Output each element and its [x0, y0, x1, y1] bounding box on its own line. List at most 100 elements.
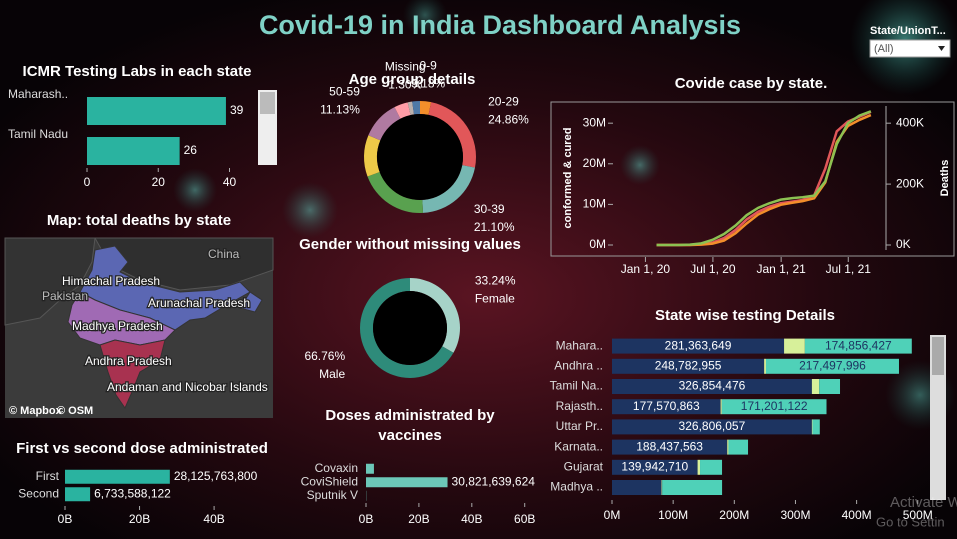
map-label: Pakistan [42, 289, 88, 303]
bar-segment [721, 399, 827, 415]
x-tick-label: 40B [203, 512, 224, 526]
y2-tick-label: 200K [896, 176, 924, 190]
bar-segment [612, 459, 698, 475]
bar-segment [612, 419, 812, 435]
bar-segment [700, 459, 723, 475]
chart-frame [550, 101, 955, 257]
chart-title: Covide case by state. [675, 75, 828, 92]
data-label: 28,125,763,800 [174, 469, 258, 483]
data-label: 177,570,863 [633, 399, 700, 413]
y-tick-label: Tamil Na.. [550, 379, 603, 393]
x-tick-label: 500M [903, 508, 933, 522]
chart-title: First vs second dose administrated [16, 440, 268, 457]
chart-title: ICMR Testing Labs in each state [23, 63, 252, 80]
data-label: 171,201,122 [741, 399, 808, 413]
bar-segment [784, 338, 805, 354]
bar-segment [612, 379, 812, 394]
bar-segment [612, 338, 785, 354]
slice-label: 0-9 [420, 59, 438, 73]
slice-label: 21.10% [474, 220, 515, 234]
map-credit: © OSM [57, 405, 93, 417]
bar-segment [661, 480, 663, 495]
decoration [620, 145, 660, 185]
y-tick-label: 30M [583, 115, 606, 129]
slice-label: 50-59 [329, 84, 360, 98]
x-tick-label: Jul 1, 20 [690, 262, 736, 276]
y-tick-label: CoviShield [301, 474, 358, 488]
slice-label: 3.18% [411, 77, 445, 91]
pie-slice [428, 102, 476, 168]
x-tick-label: 40 [223, 175, 237, 189]
bar-segment [804, 338, 912, 354]
x-tick-label: 400M [842, 508, 872, 522]
filter-value: (All) [874, 43, 894, 55]
chart-title: State wise testing Details [655, 307, 835, 324]
watermark: Activate W [890, 494, 957, 511]
x-tick-label: 20 [152, 175, 166, 189]
map-region [4, 237, 96, 326]
map-label: Andaman and Nicobar Islands [107, 380, 268, 394]
y-tick-label: 0M [589, 237, 606, 251]
slice-label: 66.76% [304, 349, 345, 363]
data-label: 217,497,996 [799, 358, 866, 372]
filter-dropdown[interactable] [869, 39, 951, 58]
bar-segment [765, 358, 899, 374]
x-tick-label: 40B [461, 512, 482, 526]
bar [366, 463, 374, 474]
slice-label: Missing [385, 60, 426, 74]
map-label: China [208, 247, 240, 261]
slice-label: 33.24% [475, 273, 516, 287]
bar [87, 137, 180, 165]
y-tick-label: Sputnik V [307, 488, 358, 502]
scrollbar[interactable] [930, 335, 946, 500]
bar-segment [612, 439, 728, 455]
map-label: Andhra Pradesh [85, 354, 172, 368]
y-tick-label: Maharash.. [8, 87, 68, 101]
y-tick-label: Gujarat [564, 459, 604, 473]
data-label: 30,821,639,624 [452, 474, 536, 488]
x-tick-label: 200M [719, 508, 749, 522]
x-tick-label: 20B [129, 512, 150, 526]
dropdown-arrow [938, 46, 945, 51]
decoration [282, 182, 338, 238]
map-title: Map: total deaths by state [47, 212, 231, 229]
y-tick-label: Madhya .. [550, 480, 603, 494]
line-series [656, 110, 872, 247]
bar-segment [819, 379, 841, 394]
decoration [403, 0, 447, 37]
pie-slice [364, 135, 381, 177]
y-tick-label: Uttar Pr.. [556, 419, 603, 433]
y-axis-label: conformed & cured [562, 128, 574, 229]
y-tick-label: First [36, 469, 60, 483]
donut-hole [373, 291, 447, 365]
x-tick-label: 20B [408, 512, 429, 526]
x-tick-label: Jan 1, 20 [621, 262, 671, 276]
y-tick-label: Mahara.. [556, 338, 603, 352]
scrollbar-thumb[interactable] [260, 92, 275, 114]
chart-title: Age group details [349, 71, 476, 88]
pie-slice [410, 278, 461, 353]
bar-segment [720, 399, 722, 415]
bar [65, 469, 170, 484]
bar-segment [697, 459, 701, 475]
bar-segment [811, 379, 820, 394]
y2-tick-label: 0K [896, 237, 911, 251]
x-tick-label: Jul 1, 21 [826, 262, 872, 276]
pie-slice [420, 101, 432, 115]
data-label: 188,437,563 [636, 439, 703, 453]
filter-label: State/UnionT... [870, 25, 946, 37]
bar [87, 97, 226, 125]
bar [366, 477, 448, 488]
x-tick-label: Jan 1, 21 [756, 262, 806, 276]
x-tick-label: 0B [58, 512, 73, 526]
y-tick-label: Rajasth.. [556, 399, 603, 413]
data-label: 174,856,427 [825, 338, 892, 352]
dashboard-title: Covid-19 in India Dashboard Analysis [259, 10, 741, 40]
map-label: Arunachal Pradesh [148, 296, 250, 310]
y-tick-label: 20M [583, 156, 606, 170]
pie-slice [422, 165, 475, 213]
slice-label: Male [319, 367, 345, 381]
scrollbar-thumb[interactable] [932, 337, 944, 375]
data-label: 6,733,588,122 [94, 486, 171, 500]
